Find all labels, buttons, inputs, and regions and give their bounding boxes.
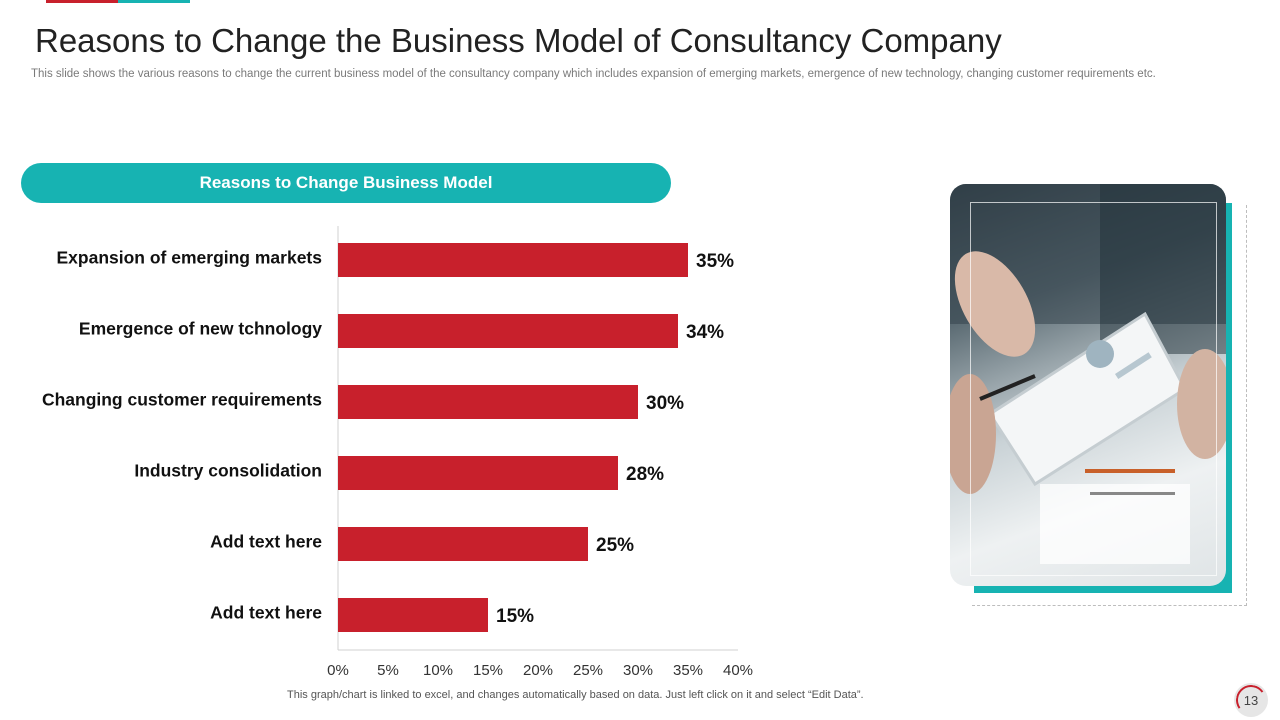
x-tick-label: 40% <box>723 662 753 679</box>
value-label: 34% <box>686 322 724 343</box>
category-label: Expansion of emerging markets <box>57 248 323 268</box>
bar[interactable] <box>338 527 588 561</box>
category-label: Add text here <box>210 532 322 552</box>
accent-bar-teal <box>118 0 190 3</box>
value-label: 28% <box>626 464 664 485</box>
value-label: 15% <box>496 606 534 627</box>
bar[interactable] <box>338 314 678 348</box>
x-tick-label: 0% <box>327 662 349 679</box>
value-label: 30% <box>646 393 684 414</box>
bar-chart[interactable]: Expansion of emerging markets 35% Emergenc… <box>0 210 780 685</box>
value-label: 35% <box>696 251 734 272</box>
x-tick-label: 10% <box>423 662 453 679</box>
x-tick-label: 25% <box>573 662 603 679</box>
category-label: Changing customer requirements <box>42 390 322 410</box>
slide-title: Reasons to Change the Business Model of … <box>35 22 1002 59</box>
chart-footnote: This graph/chart is linked to excel, and… <box>287 689 864 701</box>
x-tick-label: 35% <box>673 662 703 679</box>
business-meeting-image <box>950 184 1226 586</box>
page-progress-arc <box>1233 682 1269 718</box>
bar[interactable] <box>338 598 488 632</box>
photo-inner-border <box>970 202 1217 576</box>
chart-header-pill: Reasons to Change Business Model <box>21 163 671 203</box>
accent-bar-red <box>46 0 118 3</box>
bar[interactable] <box>338 456 618 490</box>
value-label: 25% <box>596 535 634 556</box>
x-tick-label: 20% <box>523 662 553 679</box>
category-label: Industry consolidation <box>134 461 322 481</box>
chart-header-label: Reasons to Change Business Model <box>199 173 493 192</box>
x-tick-label: 15% <box>473 662 503 679</box>
photo-dashed-outline <box>972 205 1247 606</box>
bar[interactable] <box>338 385 638 419</box>
tablet-illustration <box>950 184 1226 564</box>
photo-frame <box>948 183 1248 608</box>
category-label: Emergence of new tchnology <box>79 319 322 339</box>
bar[interactable] <box>338 243 688 277</box>
x-tick-label: 30% <box>623 662 653 679</box>
x-tick-label: 5% <box>377 662 399 679</box>
slide-subtitle: This slide shows the various reasons to … <box>31 68 1156 80</box>
page-number-badge: 13 <box>1233 682 1269 718</box>
page-number: 13 <box>1243 692 1259 708</box>
category-label: Add text here <box>210 603 322 623</box>
